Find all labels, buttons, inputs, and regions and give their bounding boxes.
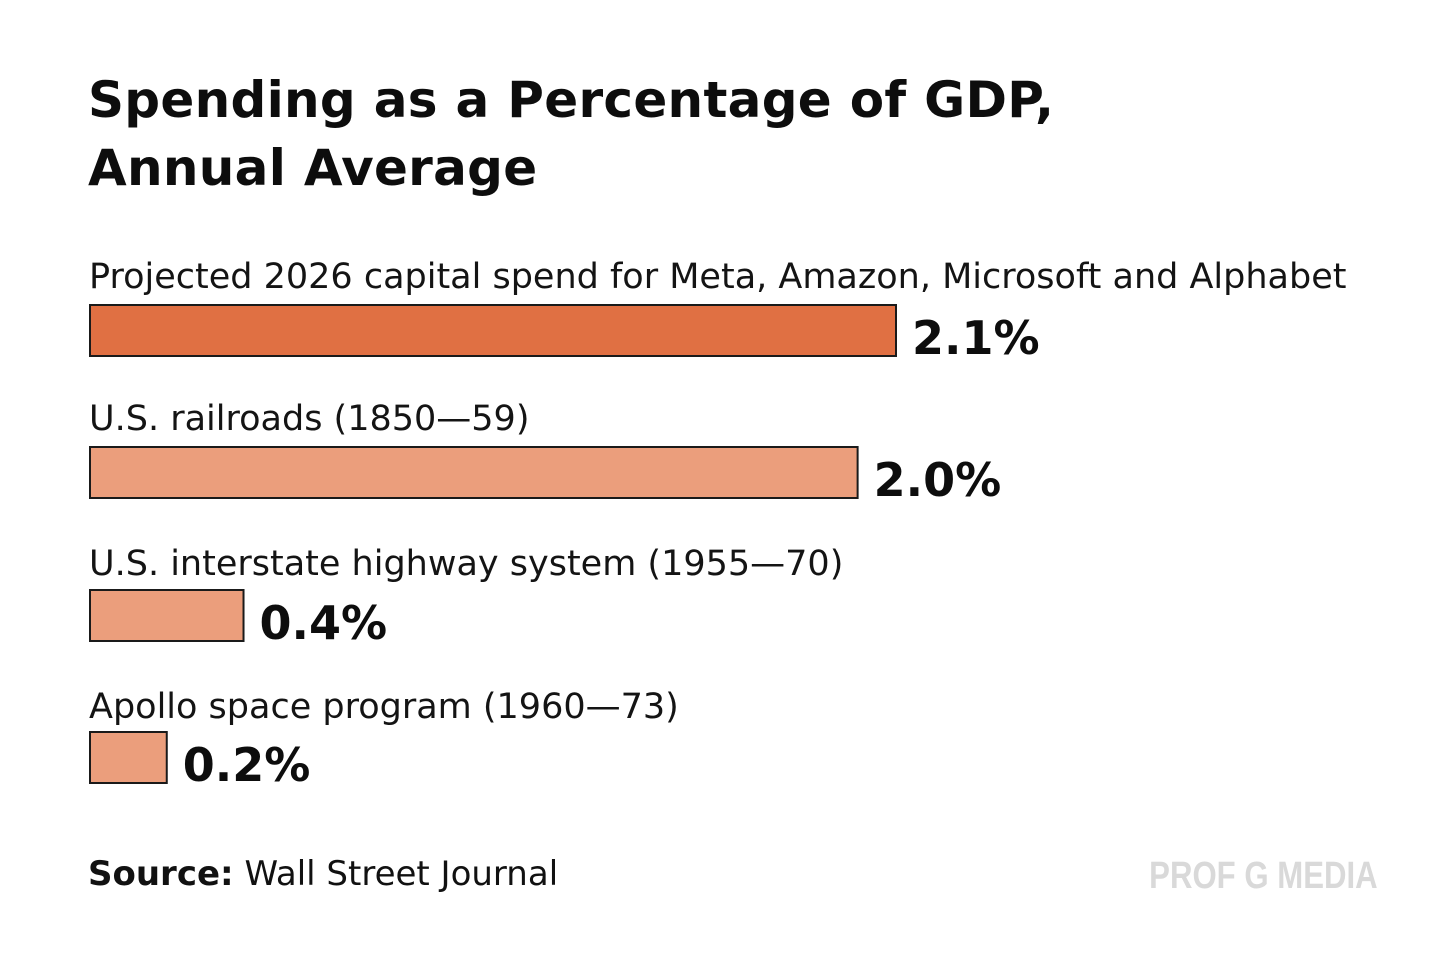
source-label: Source: (88, 854, 234, 894)
bar-1 (89, 304, 897, 357)
source-note: Source: Wall Street Journal (88, 852, 558, 896)
category-label-3: U.S. interstate highway system (1955—70) (89, 544, 843, 584)
value-label-4: 0.2% (183, 738, 311, 792)
chart-title-line-2: Annual Average (88, 139, 538, 197)
source-text: Wall Street Journal (244, 854, 559, 894)
chart-title-line-1: Spending as a Percentage of GDP, (88, 71, 1055, 129)
category-label-1: Projected 2026 capital spend for Meta, A… (89, 257, 1346, 297)
bar-2 (89, 446, 859, 499)
bar-3 (89, 589, 245, 642)
bar-4 (89, 731, 168, 784)
brand-watermark: PROF G MEDIA (1149, 855, 1378, 897)
category-label-2: U.S. railroads (1850—59) (89, 399, 529, 439)
value-label-3: 0.4% (260, 596, 388, 650)
chart-title: Spending as a Percentage of GDP, Annual … (88, 66, 1054, 202)
value-label-2: 2.0% (874, 453, 1002, 507)
category-label-4: Apollo space program (1960—73) (89, 687, 679, 727)
value-label-1: 2.1% (912, 311, 1040, 365)
